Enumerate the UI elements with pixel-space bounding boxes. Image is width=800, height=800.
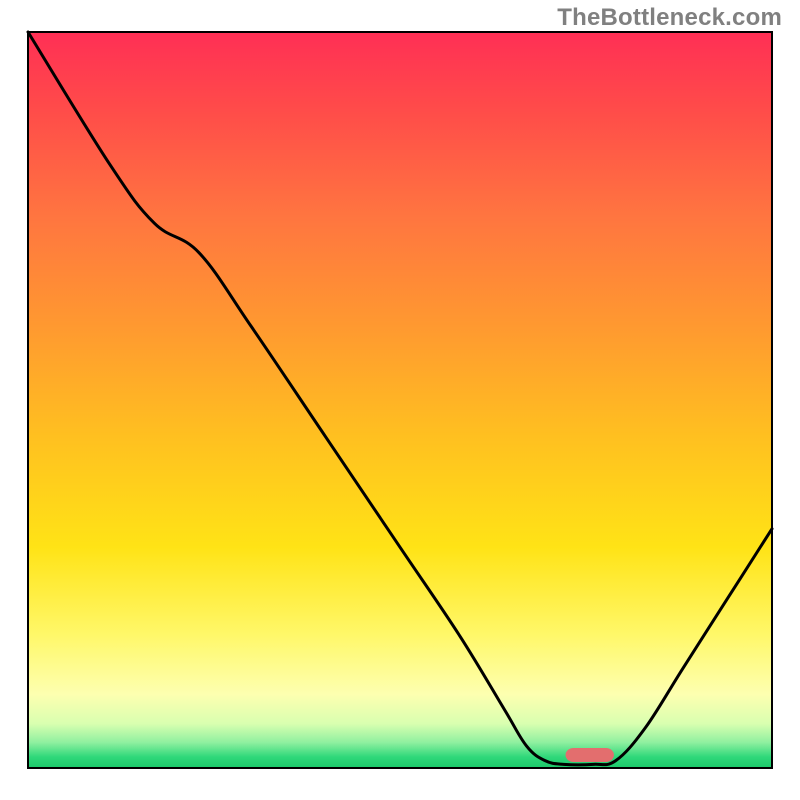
chart-gradient-bg bbox=[28, 32, 772, 768]
bottleneck-chart bbox=[0, 0, 800, 800]
watermark-text: TheBottleneck.com bbox=[557, 4, 782, 32]
optimal-marker bbox=[566, 748, 614, 762]
